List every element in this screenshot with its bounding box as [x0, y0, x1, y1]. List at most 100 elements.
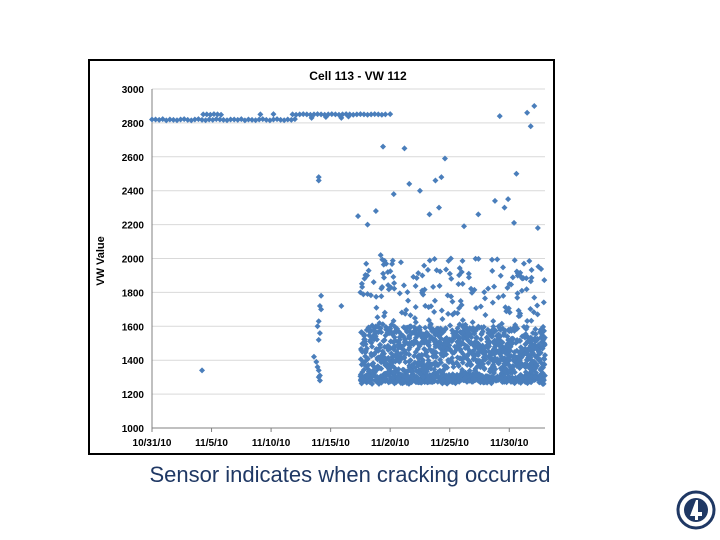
data-point: [210, 111, 217, 118]
data-point: [457, 338, 464, 345]
data-point: [443, 373, 450, 380]
data-point: [509, 274, 516, 281]
data-point: [511, 219, 518, 226]
data-point: [537, 356, 544, 363]
data-point: [438, 174, 445, 181]
data-point: [538, 330, 545, 337]
data-point: [360, 291, 367, 298]
scatter-chart: Cell 113 - VW 112 VW Value 1000120014001…: [95, 69, 548, 449]
data-point: [408, 339, 415, 346]
data-point: [465, 274, 472, 281]
data-point: [508, 366, 515, 373]
data-point: [448, 275, 455, 282]
data-point: [437, 359, 444, 366]
data-point: [357, 111, 364, 118]
data-point: [284, 116, 291, 123]
data-point: [533, 360, 540, 367]
data-point: [289, 111, 296, 118]
data-point: [438, 350, 445, 357]
data-point: [345, 113, 352, 120]
data-point: [523, 325, 530, 332]
data-point: [191, 116, 198, 123]
data-point: [310, 111, 317, 118]
data-point: [434, 369, 441, 376]
data-point: [472, 338, 479, 345]
data-point: [366, 378, 373, 385]
data-point: [459, 329, 466, 336]
data-point: [541, 277, 548, 284]
data-point: [528, 274, 535, 281]
data-point: [404, 368, 411, 375]
data-point: [322, 113, 329, 120]
data-point: [449, 311, 456, 318]
data-point: [405, 375, 412, 382]
data-point: [314, 111, 321, 118]
data-point: [361, 332, 368, 339]
data-point: [521, 332, 528, 339]
data-point: [207, 111, 214, 118]
data-point: [184, 116, 191, 123]
data-point: [442, 325, 449, 332]
data-point: [494, 256, 501, 263]
data-point: [346, 111, 353, 118]
data-point: [374, 378, 381, 385]
data-point: [166, 116, 173, 123]
data-point: [374, 346, 381, 353]
data-point: [436, 282, 443, 289]
data-point: [468, 285, 475, 292]
data-point: [371, 111, 378, 118]
data-point: [436, 204, 443, 211]
data-point: [519, 275, 526, 282]
data-point: [296, 111, 303, 118]
data-point: [231, 116, 238, 123]
data-point: [476, 378, 483, 385]
data-point: [473, 304, 480, 311]
data-point: [508, 339, 515, 346]
data-point: [497, 365, 504, 372]
data-point: [485, 338, 492, 345]
data-point: [424, 266, 431, 273]
data-point: [390, 369, 397, 376]
data-point: [385, 282, 392, 289]
data-point: [358, 280, 365, 287]
data-point: [416, 324, 423, 331]
data-point: [496, 357, 503, 364]
data-point: [474, 350, 481, 357]
data-point: [485, 285, 492, 292]
data-point: [445, 310, 452, 317]
data-point: [432, 177, 439, 184]
data-point: [491, 197, 498, 204]
data-point: [407, 312, 414, 319]
data-point: [238, 116, 245, 123]
data-point: [369, 322, 376, 329]
data-point: [386, 330, 393, 337]
data-point: [385, 325, 392, 332]
data-point: [540, 323, 547, 330]
data-point: [426, 346, 433, 353]
data-point: [495, 332, 502, 339]
data-point: [490, 368, 497, 375]
data-point: [424, 353, 431, 360]
data-point: [149, 116, 155, 123]
data-point: [425, 357, 432, 364]
data-point: [482, 311, 489, 318]
data-point: [393, 329, 400, 336]
data-point: [402, 338, 409, 345]
data-point: [308, 114, 315, 121]
data-point: [400, 372, 407, 379]
data-point: [516, 372, 523, 379]
data-point: [444, 292, 451, 299]
data-point: [315, 174, 322, 181]
data-point: [364, 221, 371, 228]
data-point: [514, 290, 521, 297]
data-point: [481, 295, 488, 302]
data-point: [199, 116, 206, 123]
data-point: [500, 264, 507, 271]
data-point: [511, 326, 518, 333]
data-point: [270, 111, 277, 118]
y-axis-label: VW Value: [95, 236, 107, 286]
data-point: [449, 298, 456, 305]
data-point: [373, 365, 380, 372]
data-point: [431, 374, 438, 381]
data-point: [362, 353, 369, 360]
